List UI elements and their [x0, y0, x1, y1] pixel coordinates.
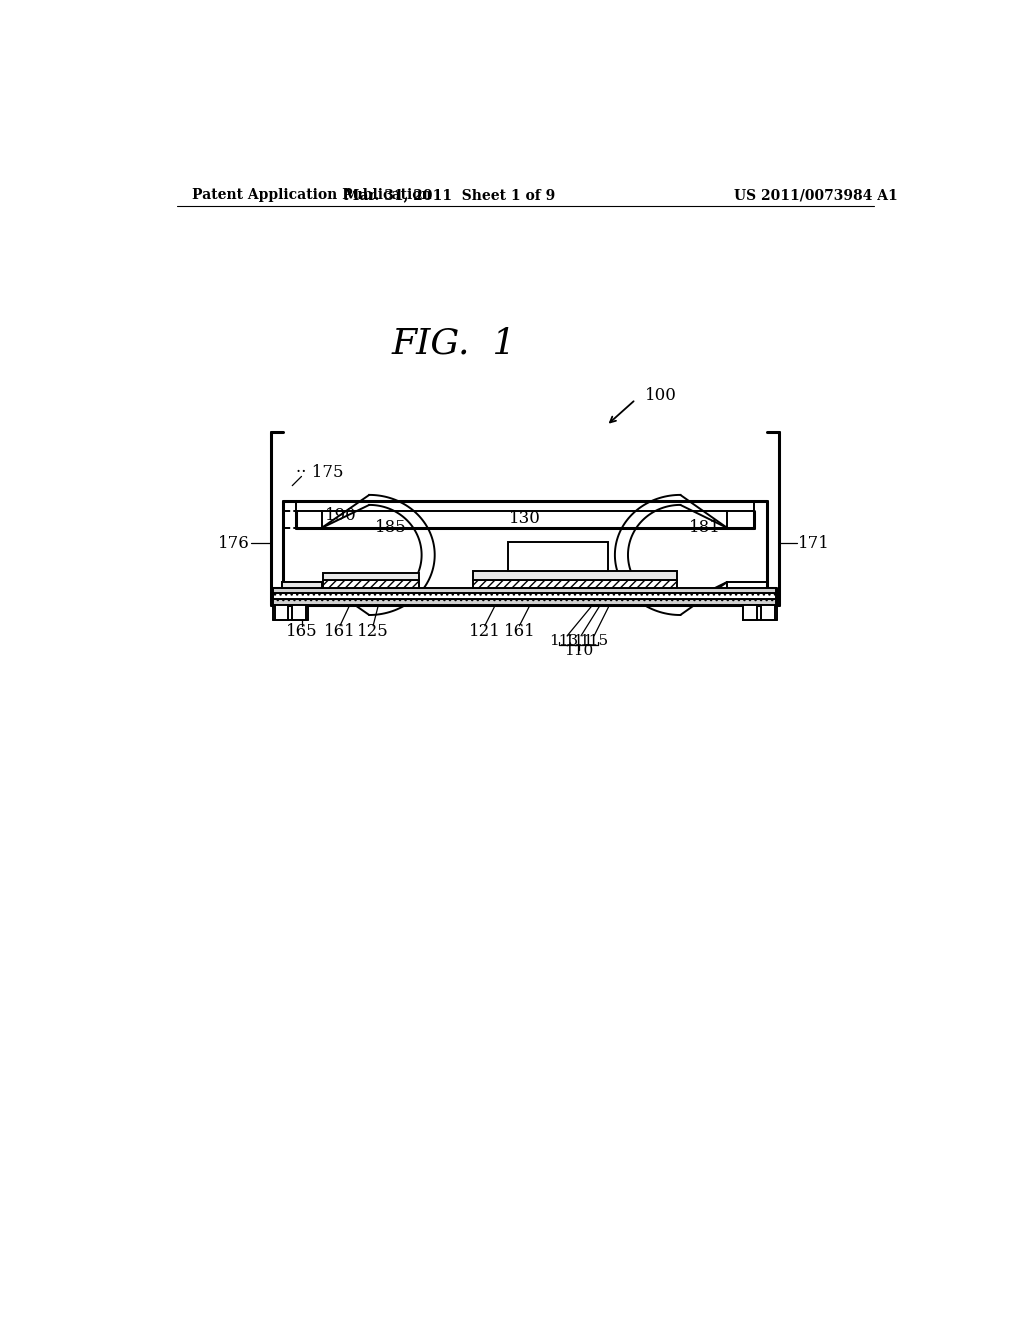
Polygon shape: [473, 581, 677, 589]
Text: 190: 190: [325, 507, 356, 524]
Text: 111: 111: [564, 634, 593, 648]
Polygon shape: [273, 589, 776, 593]
Text: 121: 121: [469, 623, 501, 640]
Polygon shape: [323, 573, 419, 581]
Polygon shape: [761, 605, 775, 620]
Text: 130: 130: [509, 511, 541, 527]
Text: Mar. 31, 2011  Sheet 1 of 9: Mar. 31, 2011 Sheet 1 of 9: [344, 189, 556, 202]
Text: 181: 181: [689, 520, 721, 536]
Text: 113: 113: [549, 634, 578, 648]
Polygon shape: [292, 605, 306, 620]
Text: 176: 176: [218, 535, 250, 552]
Text: Patent Application Publication: Patent Application Publication: [193, 189, 432, 202]
Polygon shape: [473, 572, 677, 581]
Text: 165: 165: [286, 623, 317, 640]
Text: 100: 100: [645, 387, 677, 404]
Text: 161: 161: [504, 623, 536, 640]
Polygon shape: [283, 582, 322, 589]
Text: FIG.  1: FIG. 1: [392, 326, 516, 360]
Polygon shape: [508, 543, 608, 572]
Text: 185: 185: [376, 520, 408, 536]
Text: 161: 161: [325, 623, 356, 640]
Text: ·· 175: ·· 175: [296, 465, 344, 480]
Text: 125: 125: [357, 623, 389, 640]
Polygon shape: [273, 599, 776, 605]
Text: 110: 110: [564, 644, 593, 659]
Polygon shape: [273, 593, 776, 599]
Polygon shape: [743, 605, 758, 620]
Polygon shape: [274, 605, 289, 620]
Text: 115: 115: [580, 634, 608, 648]
Polygon shape: [323, 581, 419, 589]
Text: 171: 171: [798, 535, 830, 552]
Text: US 2011/0073984 A1: US 2011/0073984 A1: [734, 189, 898, 202]
